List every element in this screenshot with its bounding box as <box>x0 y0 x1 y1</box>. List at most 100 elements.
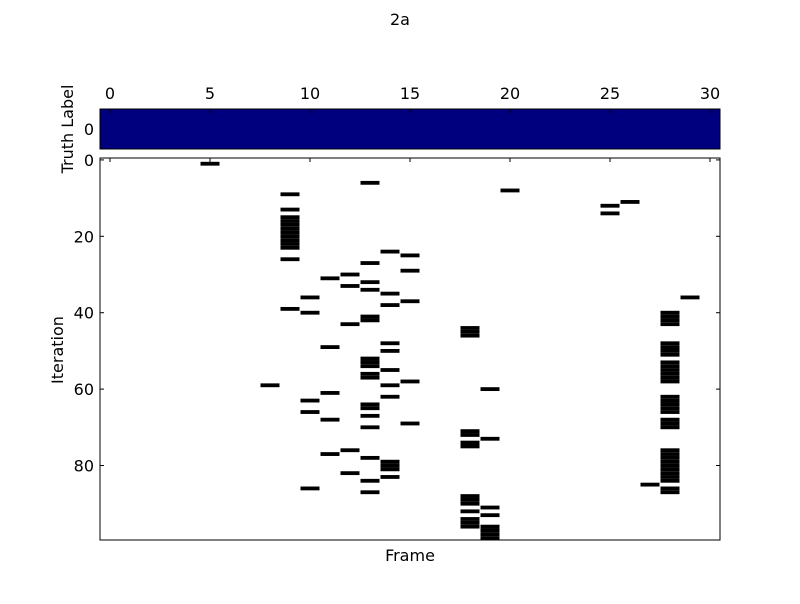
frame-axis-label: Frame <box>385 546 435 565</box>
iteration-cell <box>680 295 700 300</box>
iteration-cell <box>280 234 300 239</box>
truth-label-cell <box>220 109 241 149</box>
iteration-cell <box>660 345 680 349</box>
truth-label-cell <box>360 109 381 149</box>
iteration-cell <box>660 364 680 369</box>
iteration-cell <box>660 360 680 365</box>
iteration-cell <box>380 394 400 399</box>
truth-label-panel: 0 5 10 15 20 25 30 0 Truth Label <box>58 84 721 174</box>
iteration-cell <box>660 455 680 460</box>
frame-tick-label: 10 <box>300 84 320 103</box>
iteration-cells <box>200 161 700 540</box>
iteration-cell <box>340 471 360 476</box>
iteration-cell <box>360 371 380 376</box>
iteration-cell <box>660 394 680 399</box>
iteration-cell <box>380 475 400 479</box>
iteration-cell <box>660 421 680 426</box>
iteration-cell <box>360 261 380 265</box>
truth-label-axis-label: Truth Label <box>58 85 77 175</box>
truth-label-cell <box>420 109 441 149</box>
iteration-cell <box>660 486 680 491</box>
iteration-cell <box>360 413 380 418</box>
iteration-cell <box>360 364 380 369</box>
truth-label-cell <box>680 109 701 149</box>
iteration-cell <box>480 524 500 529</box>
iteration-cell <box>660 478 680 483</box>
iteration-cell <box>460 333 480 338</box>
truth-label-cell <box>620 109 641 149</box>
iteration-cell <box>280 219 300 223</box>
iteration-cell <box>620 200 640 204</box>
iteration-cell <box>280 242 300 246</box>
iteration-cell <box>380 383 400 388</box>
iteration-cell <box>660 352 680 357</box>
truth-label-cell <box>580 109 601 149</box>
iteration-cell <box>480 513 500 518</box>
iteration-cell <box>460 444 480 449</box>
iteration-cell <box>660 379 680 384</box>
iteration-cell <box>400 299 420 304</box>
truth-label-cell <box>640 109 661 149</box>
iteration-cell <box>480 536 500 540</box>
iteration-cell <box>660 368 680 372</box>
iteration-cell <box>340 322 360 327</box>
iteration-cell <box>460 494 480 498</box>
iteration-cell <box>280 226 300 231</box>
iteration-cell <box>360 402 380 407</box>
iteration-cell <box>280 192 300 197</box>
iteration-tick-marks <box>100 158 720 467</box>
iteration-cell <box>460 509 480 514</box>
iteration-cell <box>660 475 680 479</box>
iteration-cell <box>660 349 680 353</box>
iteration-cell <box>320 452 340 456</box>
iteration-cell <box>360 280 380 285</box>
frame-tick-label: 5 <box>205 84 215 103</box>
iteration-cell <box>200 161 220 166</box>
truth-label-cell <box>600 109 621 149</box>
iteration-cell <box>460 429 480 434</box>
truth-label-cell <box>380 109 401 149</box>
iteration-cell <box>300 486 320 491</box>
iteration-cell <box>660 406 680 411</box>
iteration-cell <box>660 318 680 323</box>
truth-label-cell <box>320 109 341 149</box>
iteration-cell <box>360 406 380 411</box>
iteration-cell <box>360 455 380 460</box>
iteration-cell <box>280 245 300 250</box>
truth-label-cell <box>560 109 581 149</box>
iteration-cell <box>260 383 280 388</box>
iteration-cell <box>660 459 680 464</box>
iteration-cell <box>660 448 680 453</box>
frame-tick-label: 15 <box>400 84 420 103</box>
iteration-cell <box>460 524 480 529</box>
truth-label-cell <box>440 109 461 149</box>
iteration-cell <box>460 433 480 437</box>
frame-tick-label: 20 <box>500 84 520 103</box>
iteration-cell <box>600 211 620 216</box>
truth-label-cell <box>260 109 281 149</box>
iteration-cell <box>660 375 680 380</box>
truth-label-cell <box>100 109 121 149</box>
iteration-panel: 0 20 40 60 80 Iteration Frame <box>48 151 721 565</box>
truth-label-cell <box>280 109 301 149</box>
iteration-cell <box>360 314 380 319</box>
iteration-cell <box>660 371 680 376</box>
iteration-cell <box>660 452 680 456</box>
iteration-cell <box>500 188 520 193</box>
iteration-cell <box>660 467 680 472</box>
iteration-tick-label: 0 <box>84 151 94 170</box>
frame-tick-label: 0 <box>105 84 115 103</box>
iteration-cell <box>280 230 300 235</box>
iteration-cell <box>460 497 480 502</box>
truth-label-cell <box>180 109 201 149</box>
iteration-cell <box>600 203 620 208</box>
iteration-cell <box>300 310 320 315</box>
iteration-cell <box>340 284 360 288</box>
truth-label-cell <box>540 109 561 149</box>
frame-tick-label: 25 <box>600 84 620 103</box>
iteration-cell <box>280 222 300 227</box>
frame-tick-labels: 0 5 10 15 20 25 30 <box>105 84 720 113</box>
iteration-cell <box>660 471 680 476</box>
iteration-cell <box>380 349 400 353</box>
iteration-cell <box>300 410 320 414</box>
